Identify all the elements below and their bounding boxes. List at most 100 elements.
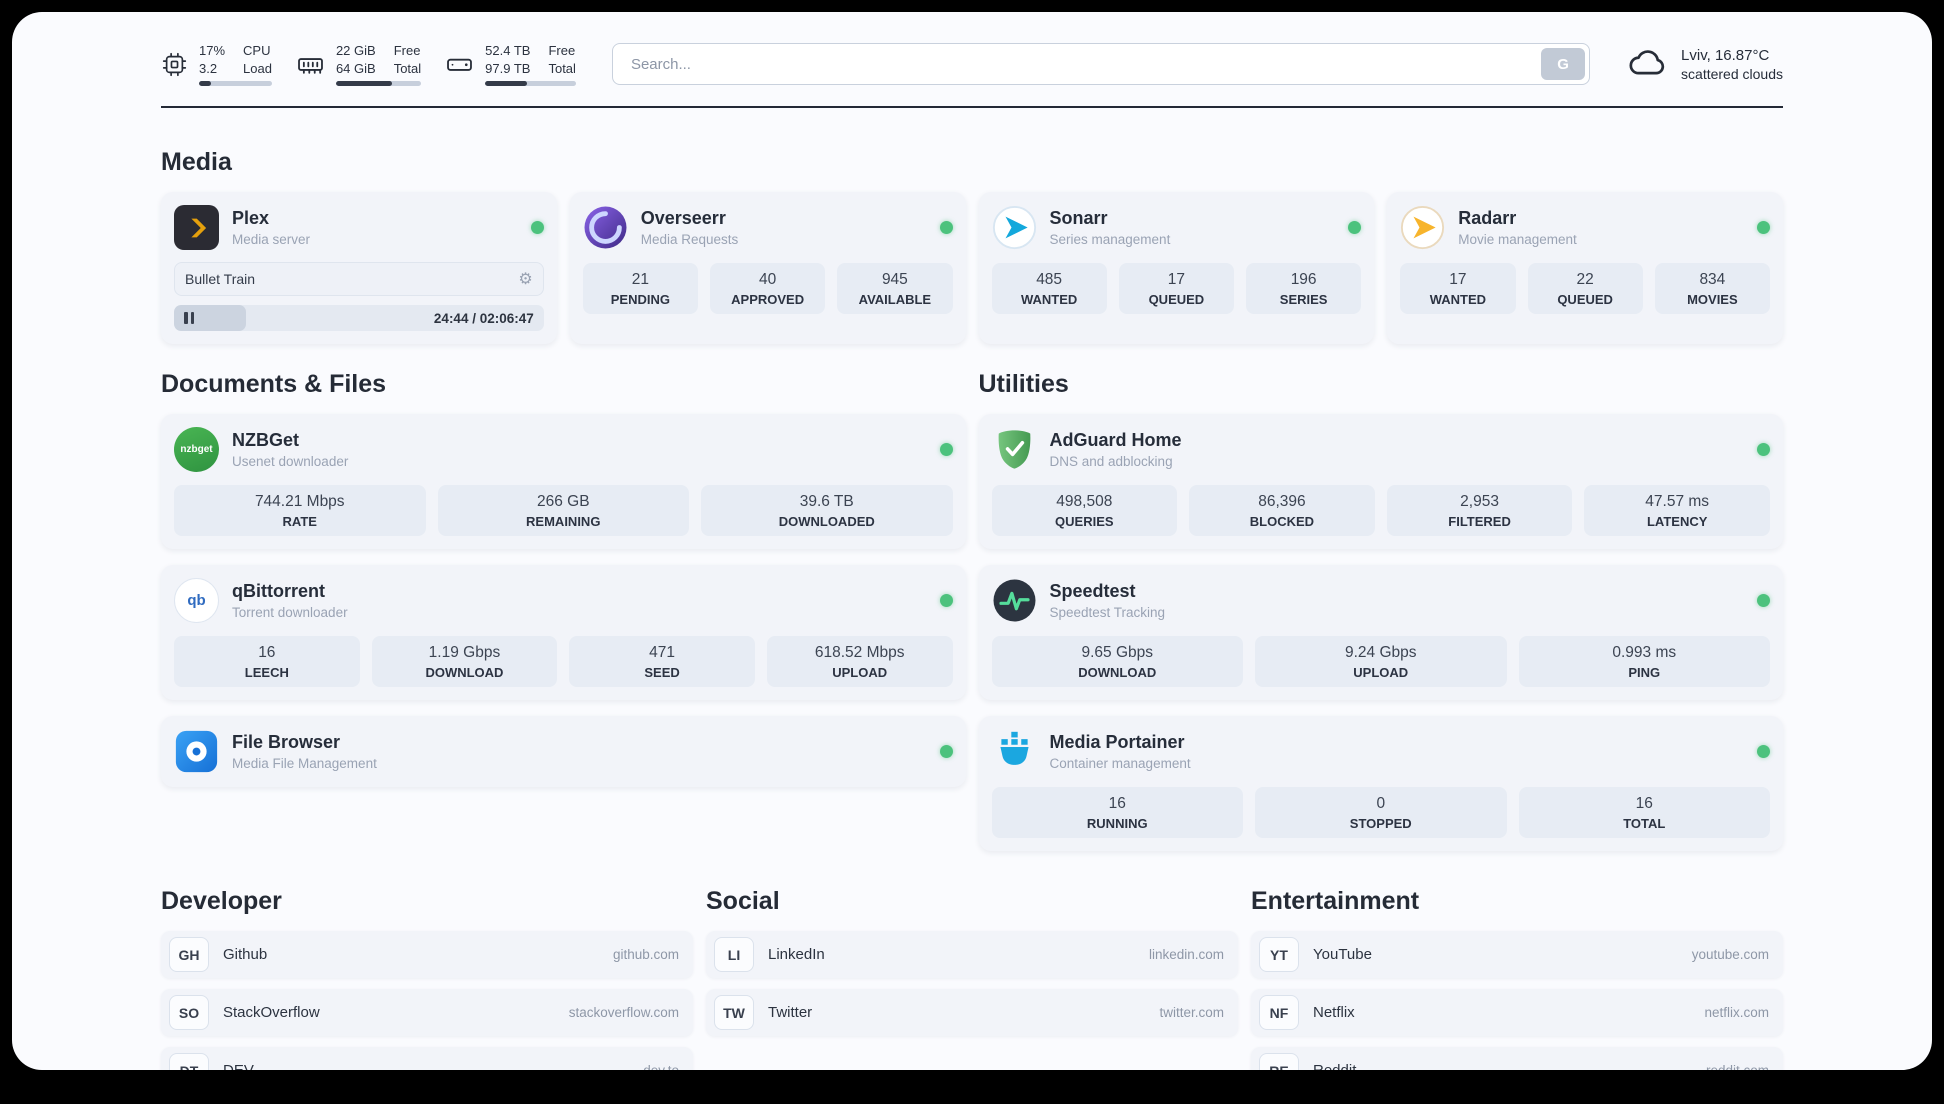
stat-box: 17 QUEUED	[1118, 263, 1234, 314]
disk-usage-widget: 52.4 TB 97.9 TB Free Total	[445, 42, 576, 86]
stat-label: TOTAL	[1623, 816, 1666, 831]
stat-value: 47.57 ms	[1645, 493, 1710, 510]
bookmark-youtube[interactable]: YT YouTube youtube.com	[1251, 931, 1783, 978]
topbar-divider	[161, 106, 1783, 108]
stat-value: 744.21 Mbps	[254, 493, 345, 510]
search-engine-button[interactable]: G	[1541, 48, 1586, 80]
bookmark-linkedin[interactable]: LI LinkedIn linkedin.com	[706, 931, 1238, 978]
stat-value: 485	[1036, 271, 1063, 288]
app-name: Speedtest	[1049, 581, 1136, 601]
section-title-developer: Developer	[161, 887, 282, 915]
stat-value: 0	[1376, 795, 1386, 812]
cloud-icon	[1626, 40, 1669, 88]
stat-label: QUEUED	[1148, 292, 1205, 307]
stat-value: 2,953	[1460, 493, 1499, 510]
stat-label: PING	[1628, 665, 1661, 680]
bookmark-abbr: LI	[714, 937, 754, 972]
stat-label: UPLOAD	[1353, 665, 1409, 680]
status-online-dot	[1348, 221, 1362, 234]
stat-value: 16	[1108, 795, 1126, 812]
weather-location: Lviv, 16.87°C	[1681, 46, 1770, 64]
stat-box: 266 GB REMAINING	[437, 485, 689, 536]
app-card-adguard[interactable]: AdGuard Home DNS and adblocking 498,508 …	[978, 414, 1783, 549]
ram-icon	[296, 50, 325, 79]
stat-label: DOWNLOADED	[778, 514, 875, 529]
bookmark-abbr: SO	[169, 995, 209, 1030]
search-bar: G	[611, 43, 1591, 85]
app-card-plex[interactable]: Plex Media server Bullet Train ⚙ 24:44 /…	[161, 192, 557, 344]
ram-label-top: Free	[393, 43, 421, 59]
overseerr-icon	[583, 205, 628, 250]
ram-label-bottom: Total	[393, 60, 422, 76]
stat-box: 47.57 ms LATENCY	[1584, 485, 1770, 536]
stat-box: 2,953 FILTERED	[1386, 485, 1573, 536]
stat-label: DOWNLOAD	[425, 665, 504, 680]
search-input[interactable]	[628, 54, 1542, 74]
app-card-overseerr[interactable]: Overseerr Media Requests 21 PENDING 40 A…	[569, 192, 966, 344]
cpu-progress-fill	[199, 80, 212, 86]
bookmark-netflix[interactable]: NF Netflix netflix.com	[1251, 989, 1783, 1036]
app-name: Media Portainer	[1049, 732, 1185, 752]
bookmark-url: dev.to	[643, 1063, 679, 1070]
app-card-sonarr[interactable]: Sonarr Series management 485 WANTED 17 Q…	[978, 192, 1375, 344]
stat-value: 21	[631, 271, 649, 288]
app-card-qbittorrent[interactable]: qb qBittorrent Torrent downloader 16 LEE…	[161, 565, 966, 700]
app-subtitle: Torrent downloader	[232, 605, 348, 620]
filebrowser-icon	[174, 729, 219, 774]
gear-icon[interactable]: ⚙	[518, 271, 533, 288]
weather-widget: Lviv, 16.87°C scattered clouds	[1626, 40, 1783, 88]
stat-label: SEED	[644, 665, 680, 680]
adguard-icon	[992, 427, 1037, 472]
bookmark-reddit[interactable]: RE Reddit reddit.com	[1251, 1047, 1783, 1070]
stat-label: BLOCKED	[1249, 514, 1315, 529]
now-playing-row: Bullet Train ⚙	[174, 262, 544, 296]
stat-label: UPLOAD	[832, 665, 888, 680]
qbittorrent-icon: qb	[174, 578, 219, 623]
stat-value: 22	[1576, 271, 1594, 288]
cpu-percent: 17%	[199, 43, 226, 59]
section-title-media: Media	[161, 148, 232, 176]
radarr-icon	[1400, 205, 1445, 250]
ram-progress-bar	[335, 80, 422, 86]
speedtest-icon	[992, 578, 1037, 623]
stat-label: APPROVED	[731, 292, 805, 307]
bookmark-abbr: GH	[169, 937, 209, 972]
bookmark-dev[interactable]: DT DEV dev.to	[161, 1047, 693, 1070]
stat-value: 40	[759, 271, 777, 288]
stat-box: 485 WANTED	[991, 263, 1107, 314]
bookmark-name: Reddit	[1313, 1062, 1356, 1070]
now-playing-title: Bullet Train	[185, 271, 256, 287]
stat-value: 196	[1290, 271, 1317, 288]
app-card-filebrowser[interactable]: File Browser Media File Management	[161, 716, 966, 787]
status-online-dot	[1757, 221, 1770, 234]
pause-icon[interactable]	[184, 312, 194, 324]
bookmark-abbr: TW	[714, 995, 754, 1030]
app-name: Plex	[232, 208, 270, 228]
app-card-portainer[interactable]: Media Portainer Container management 16 …	[978, 716, 1783, 851]
bookmark-name: Twitter	[768, 1004, 813, 1021]
app-card-speedtest[interactable]: Speedtest Speedtest Tracking 9.65 Gbps D…	[978, 565, 1783, 700]
stat-label: RUNNING	[1086, 816, 1148, 831]
bookmark-stackoverflow[interactable]: SO StackOverflow stackoverflow.com	[161, 989, 693, 1036]
status-online-dot	[939, 745, 953, 758]
bookmark-name: YouTube	[1313, 946, 1372, 963]
stat-label: WANTED	[1429, 292, 1487, 307]
stat-value: 17	[1167, 271, 1185, 288]
stat-value: 0.993 ms	[1612, 644, 1677, 661]
stat-box: 945 AVAILABLE	[837, 263, 953, 314]
cpu-label-bottom: Load	[243, 60, 272, 76]
bookmark-github[interactable]: GH Github github.com	[161, 931, 693, 978]
weather-condition: scattered clouds	[1681, 65, 1783, 82]
bookmark-twitter[interactable]: TW Twitter twitter.com	[706, 989, 1238, 1036]
section-entertainment: Entertainment YT YouTube youtube.com NF …	[1251, 887, 1783, 1070]
ram-usage-widget: 22 GiB 64 GiB Free Total	[296, 42, 422, 86]
cpu-icon	[161, 51, 188, 78]
status-online-dot	[939, 443, 953, 456]
status-online-dot	[939, 594, 953, 607]
stat-value: 618.52 Mbps	[814, 644, 905, 661]
app-card-radarr[interactable]: Radarr Movie management 17 WANTED 22 QUE…	[1387, 192, 1783, 344]
app-card-nzbget[interactable]: nzbget NZBGet Usenet downloader 744.21 M…	[161, 414, 966, 549]
playback-progress-bar[interactable]: 24:44 / 02:06:47	[174, 305, 544, 331]
stat-box: 22 QUEUED	[1527, 263, 1643, 314]
section-documents: Documents & Files nzbget NZBGet Usenet d…	[161, 370, 966, 851]
